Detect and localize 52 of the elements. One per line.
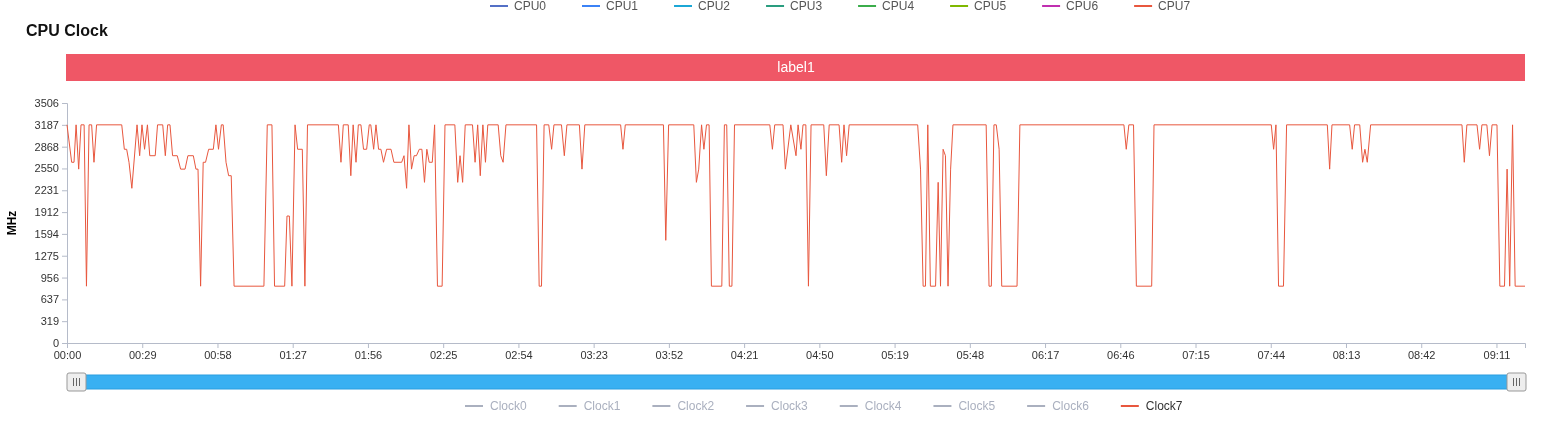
x-tick-label: 01:56 bbox=[354, 348, 383, 361]
x-tick-label: 00:00 bbox=[53, 348, 82, 361]
x-tick-label: 02:54 bbox=[505, 348, 533, 361]
banner: label1 bbox=[66, 54, 1525, 81]
y-tick-label: 2868 bbox=[34, 140, 59, 153]
legend-label: CPU7 bbox=[1158, 0, 1191, 13]
legend-label: CPU4 bbox=[882, 0, 915, 13]
y-tick-label: 637 bbox=[40, 293, 59, 306]
legend-label: CPU5 bbox=[974, 0, 1007, 13]
x-tick-label: 04:21 bbox=[730, 348, 759, 361]
x-tick-label: 02:25 bbox=[429, 348, 458, 361]
text: Clock6 bbox=[1052, 399, 1090, 413]
x-tick-label: 01:27 bbox=[279, 348, 307, 361]
x-tick-label: 07:15 bbox=[1182, 348, 1210, 361]
y-tick-label: 3506 bbox=[34, 97, 59, 110]
y-tick-label: 956 bbox=[40, 271, 59, 284]
text: Clock0 bbox=[490, 399, 528, 413]
x-tick-label: 00:29 bbox=[128, 348, 157, 361]
x-tick-label: 03:52 bbox=[655, 348, 684, 361]
text: Clock5 bbox=[958, 399, 996, 413]
text: Clock7 bbox=[1145, 399, 1183, 413]
text: Clock2 bbox=[677, 399, 715, 413]
x-tick-label: 08:13 bbox=[1332, 348, 1361, 361]
x-tick-label: 05:19 bbox=[881, 348, 909, 361]
y-tick-label: 0 bbox=[52, 337, 59, 350]
x-tick-label: 06:46 bbox=[1107, 348, 1135, 361]
text: Clock3 bbox=[771, 399, 809, 413]
legend-label: CPU2 bbox=[698, 0, 731, 13]
y-tick-label: 1594 bbox=[34, 227, 59, 240]
text: Clock1 bbox=[583, 399, 621, 413]
x-tick-label: 09:11 bbox=[1483, 348, 1511, 361]
y-tick-label: 2550 bbox=[34, 162, 59, 175]
y-tick-label: 2231 bbox=[34, 184, 59, 197]
line-series bbox=[66, 124, 1526, 287]
legend-label: CPU3 bbox=[790, 0, 823, 13]
text: Clock4 bbox=[864, 399, 902, 413]
x-tick-label: 08:42 bbox=[1407, 348, 1436, 361]
legend-label: CPU1 bbox=[606, 0, 639, 13]
legend-label: CPU0 bbox=[514, 0, 547, 13]
x-tick-label: 03:23 bbox=[580, 348, 608, 361]
chart-title: CPU Clock bbox=[26, 22, 108, 39]
y-tick-label: 319 bbox=[40, 315, 59, 328]
legend-label: CPU6 bbox=[1066, 0, 1099, 13]
x-tick-label: 04:50 bbox=[806, 348, 834, 361]
x-tick-label: 05:48 bbox=[956, 348, 985, 361]
y-tick-label: 3187 bbox=[34, 118, 59, 131]
x-tick-label: 00:58 bbox=[204, 348, 232, 361]
y-axis-title: MHz bbox=[5, 210, 19, 236]
x-tick-label: 07:44 bbox=[1257, 348, 1286, 361]
x-tick-label: 06:17 bbox=[1031, 348, 1060, 361]
y-tick-label: 1912 bbox=[34, 206, 59, 219]
y-tick-label: 1275 bbox=[34, 249, 59, 262]
